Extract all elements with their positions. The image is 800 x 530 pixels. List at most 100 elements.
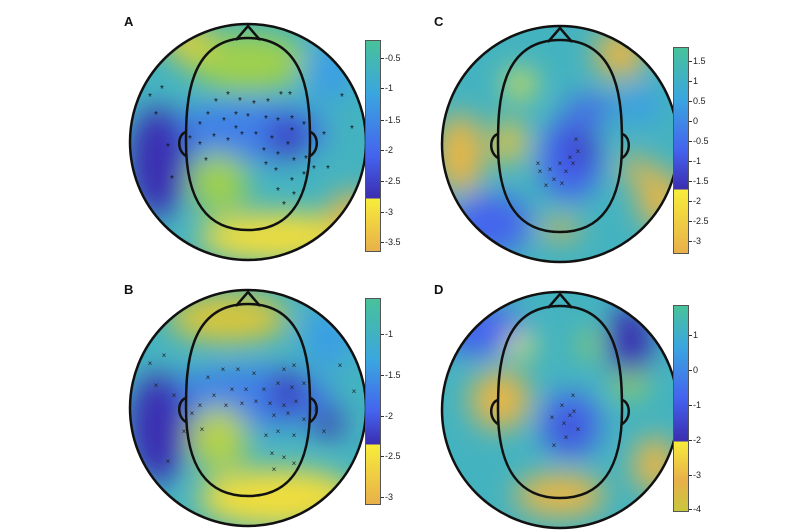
svg-text:×: × [172,391,177,400]
asterisk-markers: **** **** * * ** *** * * * ** * ** * **** * ** * … [148,84,354,211]
svg-text:×: × [314,405,319,414]
svg-text:*: * [148,92,152,103]
svg-text:×: × [264,431,269,440]
svg-text:×: × [571,391,576,400]
svg-text:*: * [198,120,202,131]
svg-text:*: * [212,132,216,143]
svg-text:*: * [276,186,280,197]
panel-label-a: A [124,14,134,29]
panel-label-c: C [434,14,444,29]
svg-text:×: × [571,159,576,168]
svg-text:*: * [290,126,294,137]
panel-label-b: B [124,282,134,297]
svg-text:×: × [166,457,171,466]
svg-text:×: × [576,425,581,434]
colorbar-b [365,298,381,505]
topomap-a: **** **** * * ** *** * * * ** * ** * **** * ** * … [128,22,368,262]
svg-text:×: × [552,441,557,450]
svg-text:×: × [564,433,569,442]
svg-text:×: × [236,365,241,374]
svg-text:*: * [292,156,296,167]
cross-markers: × ×× × ×××× ××× × [536,135,581,190]
svg-text:×: × [190,409,195,418]
svg-text:*: * [350,124,354,135]
cross-markers: ×××× ×××× × [550,391,581,450]
svg-text:*: * [160,84,164,95]
svg-text:×: × [254,397,259,406]
svg-text:*: * [252,99,256,110]
svg-text:×: × [162,351,167,360]
topomap-b: ×××× ×× × × × ××× × ×× × ×× × × × × × × × × ×× × ××× … [128,288,368,528]
svg-text:×: × [302,415,307,424]
svg-text:*: * [188,134,192,145]
svg-text:*: * [302,170,306,181]
svg-text:×: × [148,359,153,368]
svg-text:×: × [544,181,549,190]
svg-text:×: × [560,179,565,188]
svg-text:*: * [214,97,218,108]
svg-text:×: × [548,165,553,174]
svg-text:*: * [302,120,306,131]
svg-text:*: * [166,142,170,153]
svg-text:*: * [204,156,208,167]
svg-text:×: × [294,397,299,406]
colorbar-d [673,305,689,512]
svg-text:×: × [268,399,273,408]
panel-label-d: D [434,282,444,297]
svg-text:×: × [292,459,297,468]
svg-text:*: * [222,116,226,127]
svg-text:*: * [286,140,290,151]
svg-text:×: × [352,387,357,396]
svg-text:×: × [224,401,229,410]
svg-text:×: × [338,361,343,370]
svg-text:×: × [206,373,211,382]
svg-text:×: × [302,379,307,388]
svg-text:*: * [170,174,174,185]
svg-text:*: * [274,166,278,177]
svg-text:*: * [234,110,238,121]
topomap-c: × ×× × ×××× ××× × [440,24,680,264]
svg-text:*: * [340,92,344,103]
svg-text:×: × [240,399,245,408]
svg-text:×: × [568,411,573,420]
svg-text:*: * [262,146,266,157]
svg-text:×: × [550,413,555,422]
svg-text:×: × [568,153,573,162]
svg-text:*: * [238,96,242,107]
svg-text:×: × [574,135,579,144]
svg-text:*: * [246,112,250,123]
cross-markers: ×××× ×× × × × ××× × ×× × ×× × × × × × × × × ×× × ××× … [148,351,357,474]
svg-text:×: × [572,407,577,416]
svg-text:*: * [322,130,326,141]
svg-text:*: * [288,90,292,101]
svg-text:×: × [244,385,249,394]
svg-text:×: × [560,401,565,410]
svg-text:×: × [290,383,295,392]
topomap-d: ×××× ×××× × [440,290,680,530]
svg-text:×: × [252,369,257,378]
svg-text:×: × [198,401,203,410]
svg-text:*: * [154,110,158,121]
svg-text:×: × [272,411,277,420]
svg-text:*: * [264,160,268,171]
svg-text:×: × [286,409,291,418]
svg-text:*: * [292,190,296,201]
svg-text:×: × [292,361,297,370]
svg-text:×: × [272,465,277,474]
svg-text:×: × [154,381,159,390]
svg-text:×: × [276,379,281,388]
svg-text:*: * [290,114,294,125]
svg-text:*: * [266,97,270,108]
svg-text:×: × [230,385,235,394]
svg-text:*: * [234,124,238,135]
svg-text:*: * [279,90,283,101]
svg-text:*: * [206,110,210,121]
svg-text:×: × [562,419,567,428]
svg-text:×: × [322,427,327,436]
svg-text:*: * [270,134,274,145]
svg-text:×: × [182,427,187,436]
colorbar-a [365,40,381,252]
svg-text:×: × [276,427,281,436]
svg-text:×: × [536,159,541,168]
svg-text:*: * [198,140,202,151]
